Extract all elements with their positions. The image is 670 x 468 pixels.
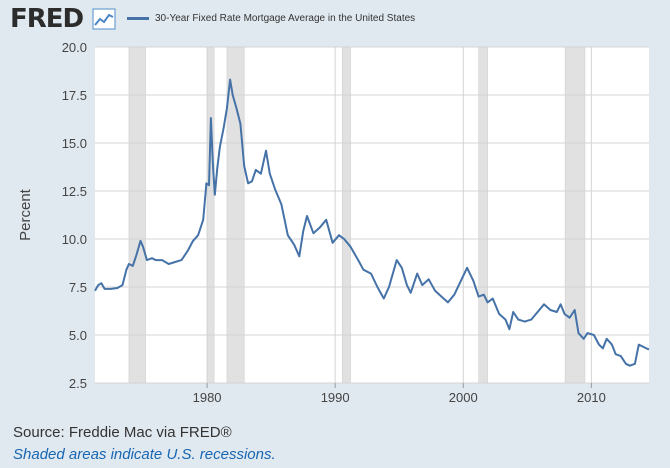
x-tick-label: 1990 [321, 390, 350, 405]
recession-note: Shaded areas indicate U.S. recessions. [13, 446, 276, 463]
x-tick-label: 2010 [577, 390, 606, 405]
x-axis-ticks: 1980 1990 2000 2010 [193, 383, 606, 405]
x-tick-label: 2000 [449, 390, 478, 405]
y-tick-label: 5.0 [69, 328, 87, 343]
recession-band [478, 46, 488, 384]
chart-legend: 30-Year Fixed Rate Mortgage Average in t… [127, 10, 415, 26]
y-axis-ticks: 2.5 5.0 7.5 10.0 12.5 15.0 17.5 20.0 [62, 40, 87, 391]
recession-band [564, 46, 586, 384]
mortgage-rate-chart: 2.5 5.0 7.5 10.0 12.5 15.0 17.5 20.0 1980 1990 20… [17, 40, 650, 405]
line-chart-icon [92, 8, 116, 30]
legend-swatch [127, 16, 149, 20]
x-tick-label: 1980 [193, 390, 222, 405]
legend-label: 30-Year Fixed Rate Mortgage Average in t… [155, 12, 416, 24]
series-line [94, 78, 650, 367]
recession-band [226, 46, 245, 384]
y-tick-label: 17.5 [62, 88, 87, 103]
y-axis-label: Percent [17, 188, 34, 241]
y-tick-label: 7.5 [69, 280, 87, 295]
source-note[interactable]: Source: Freddie Mac via FRED® [13, 424, 232, 441]
y-tick-label: 10.0 [62, 232, 87, 247]
plot-area [95, 47, 649, 383]
fred-logo[interactable]: FRED [10, 4, 84, 34]
y-tick-label: 12.5 [62, 184, 87, 199]
y-tick-label: 20.0 [62, 40, 87, 55]
recession-band [206, 46, 215, 384]
y-tick-label: 15.0 [62, 136, 87, 151]
y-tick-label: 2.5 [69, 376, 87, 391]
fred-header: FRED 30-Year Fixed Rate Mortgage Average… [0, 0, 670, 34]
recession-bands [128, 46, 586, 384]
recession-band [128, 46, 146, 384]
recession-band [341, 46, 351, 384]
gridlines [95, 46, 649, 384]
